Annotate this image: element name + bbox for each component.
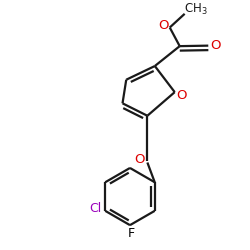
Text: F: F bbox=[128, 226, 135, 239]
Text: Cl: Cl bbox=[89, 202, 102, 215]
Text: O: O bbox=[158, 18, 169, 32]
Text: O: O bbox=[210, 39, 221, 52]
Text: O: O bbox=[135, 153, 145, 166]
Text: O: O bbox=[176, 88, 187, 102]
Text: CH$_3$: CH$_3$ bbox=[184, 2, 208, 17]
